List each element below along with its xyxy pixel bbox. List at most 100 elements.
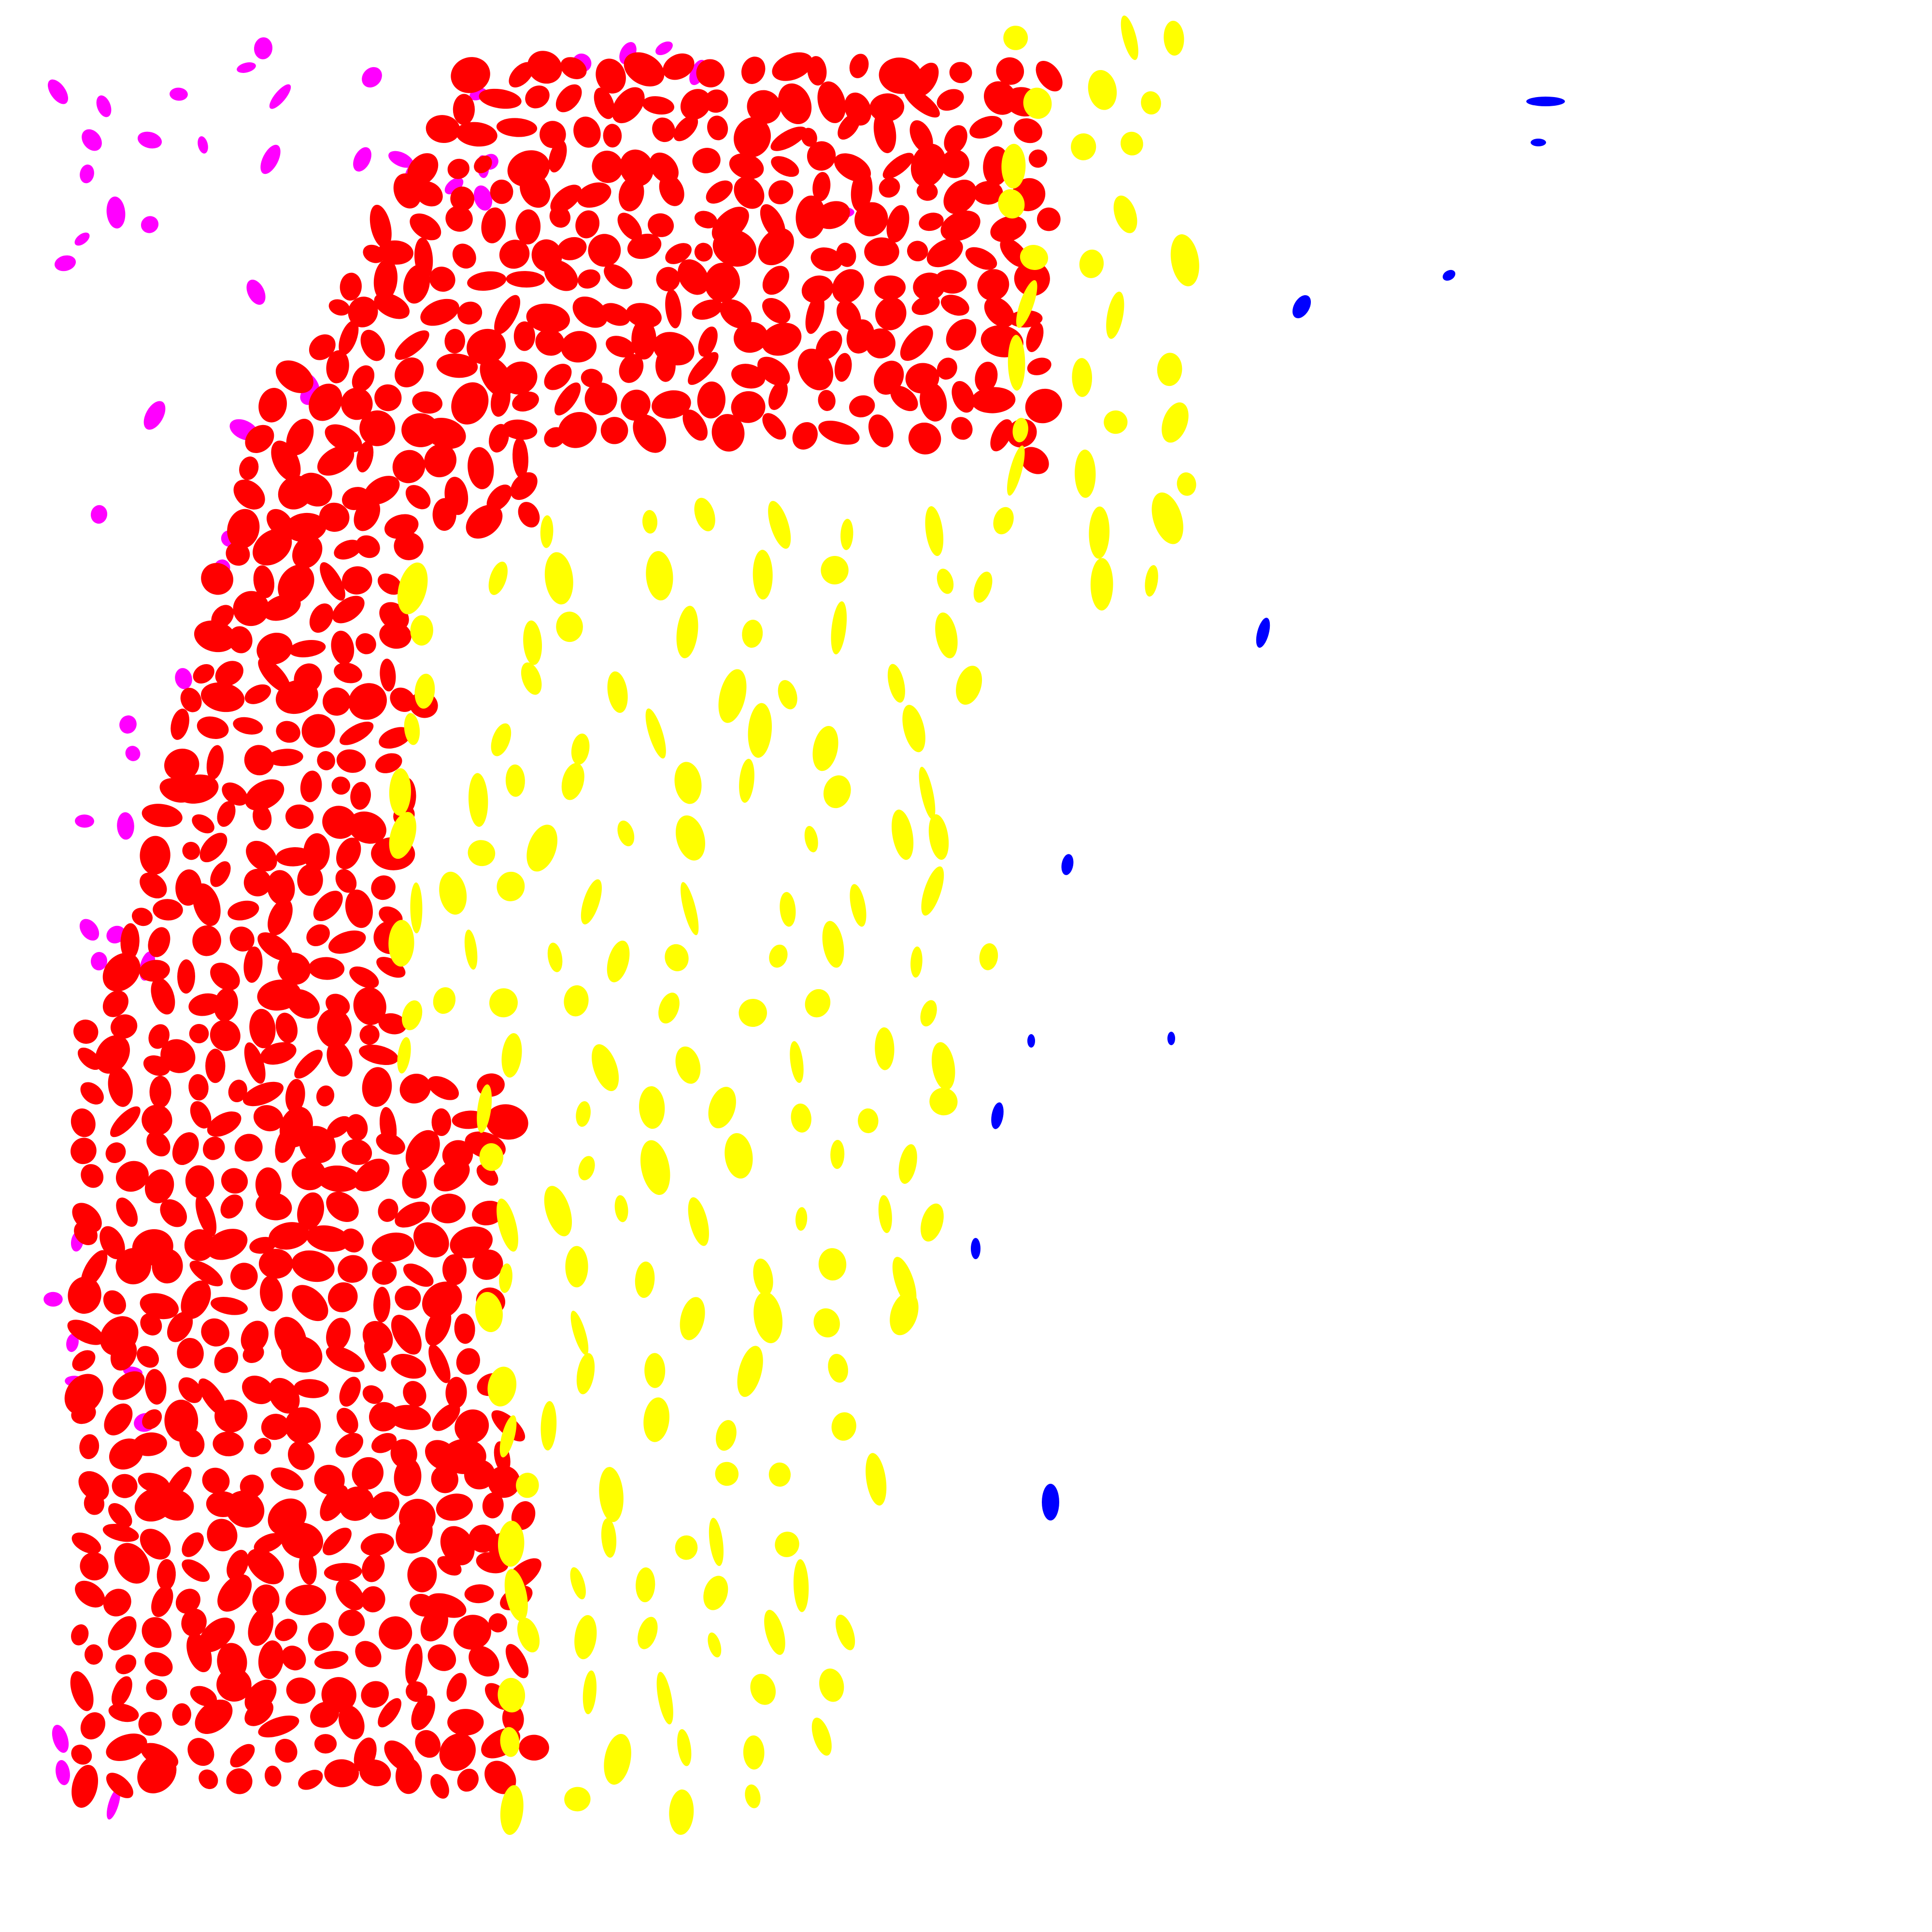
red-region	[146, 1131, 170, 1157]
red-region	[253, 565, 275, 598]
red-region	[834, 353, 852, 382]
red-region	[297, 864, 323, 896]
red-region	[281, 1646, 306, 1671]
yellow-region	[475, 1292, 503, 1332]
red-region	[210, 963, 240, 991]
yellow-region	[819, 1668, 844, 1702]
yellow-region	[604, 1733, 631, 1785]
red-region	[289, 640, 326, 657]
red-region	[184, 1229, 215, 1261]
red-region	[167, 1311, 193, 1342]
yellow-region	[764, 1609, 785, 1655]
red-region	[286, 419, 314, 455]
red-region	[762, 266, 790, 295]
red-region	[420, 1607, 448, 1642]
yellow-region	[1104, 410, 1128, 434]
yellow-region	[635, 1261, 655, 1298]
yellow-region	[811, 1718, 832, 1756]
yellow-region	[500, 1785, 524, 1835]
red-region	[747, 90, 781, 124]
red-region	[254, 1437, 271, 1455]
red-region	[160, 1199, 187, 1227]
red-region	[770, 127, 807, 151]
red-region	[420, 298, 459, 326]
red-region	[256, 632, 293, 665]
red-region	[300, 770, 322, 802]
red-region	[268, 1378, 300, 1414]
red-region	[706, 180, 733, 204]
red-region	[485, 1104, 528, 1140]
red-region	[488, 1465, 520, 1498]
red-region	[221, 1168, 248, 1194]
red-region	[486, 484, 512, 511]
red-region	[771, 156, 799, 177]
yellow-region	[643, 1397, 669, 1442]
red-region	[427, 1644, 456, 1671]
red-region	[275, 1127, 297, 1163]
yellow-region	[1106, 291, 1124, 339]
yellow-region	[389, 812, 416, 859]
red-region	[348, 683, 387, 720]
red-region	[81, 1164, 104, 1188]
red-region	[360, 1533, 394, 1556]
red-region	[369, 204, 392, 248]
red-region	[369, 1491, 399, 1520]
red-region	[439, 1733, 476, 1771]
red-region	[252, 1584, 280, 1615]
yellow-region	[831, 1412, 856, 1441]
yellow-region	[694, 497, 715, 531]
magenta-region	[198, 136, 208, 154]
red-region	[294, 1379, 329, 1398]
red-region	[447, 1709, 484, 1736]
red-region	[275, 360, 313, 393]
yellow-region	[526, 824, 558, 872]
red-region	[505, 1644, 529, 1678]
magenta-region	[106, 196, 126, 229]
red-region	[390, 687, 415, 712]
red-region	[177, 1337, 204, 1369]
red-region	[151, 1586, 173, 1618]
red-region	[71, 1745, 92, 1765]
yellow-region	[674, 762, 702, 804]
red-region	[360, 329, 385, 361]
yellow-region	[491, 723, 511, 756]
red-region	[511, 1501, 536, 1530]
red-region	[131, 908, 153, 926]
red-region	[849, 395, 875, 418]
red-region	[309, 384, 342, 421]
red-region	[379, 622, 412, 649]
red-region	[228, 1080, 247, 1103]
yellow-region	[592, 1044, 619, 1091]
red-region	[694, 242, 713, 262]
red-region	[73, 1019, 99, 1044]
red-region	[768, 381, 788, 410]
red-region	[373, 1287, 391, 1322]
red-region	[456, 1348, 480, 1375]
red-region	[268, 898, 293, 936]
red-region	[394, 1458, 422, 1496]
yellow-region	[497, 1520, 525, 1567]
magenta-region	[170, 87, 188, 101]
red-region	[341, 1228, 364, 1253]
yellow-region	[504, 1569, 528, 1621]
yellow-region	[601, 1518, 617, 1558]
red-region	[512, 437, 528, 479]
red-region	[137, 1753, 177, 1793]
red-region	[550, 185, 582, 213]
red-region	[206, 745, 224, 780]
yellow-region	[499, 1415, 517, 1458]
yellow-region	[793, 1559, 809, 1612]
red-region	[621, 389, 651, 421]
red-region	[153, 899, 183, 921]
red-region	[336, 749, 366, 773]
yellow-region	[775, 1532, 799, 1557]
red-region	[619, 354, 644, 383]
red-region	[199, 1618, 235, 1652]
red-region	[388, 1405, 431, 1430]
red-region	[581, 369, 603, 388]
red-region	[108, 1616, 137, 1651]
red-region	[734, 117, 771, 157]
red-region	[217, 801, 236, 827]
red-region	[659, 174, 684, 206]
red-region	[413, 1222, 449, 1258]
